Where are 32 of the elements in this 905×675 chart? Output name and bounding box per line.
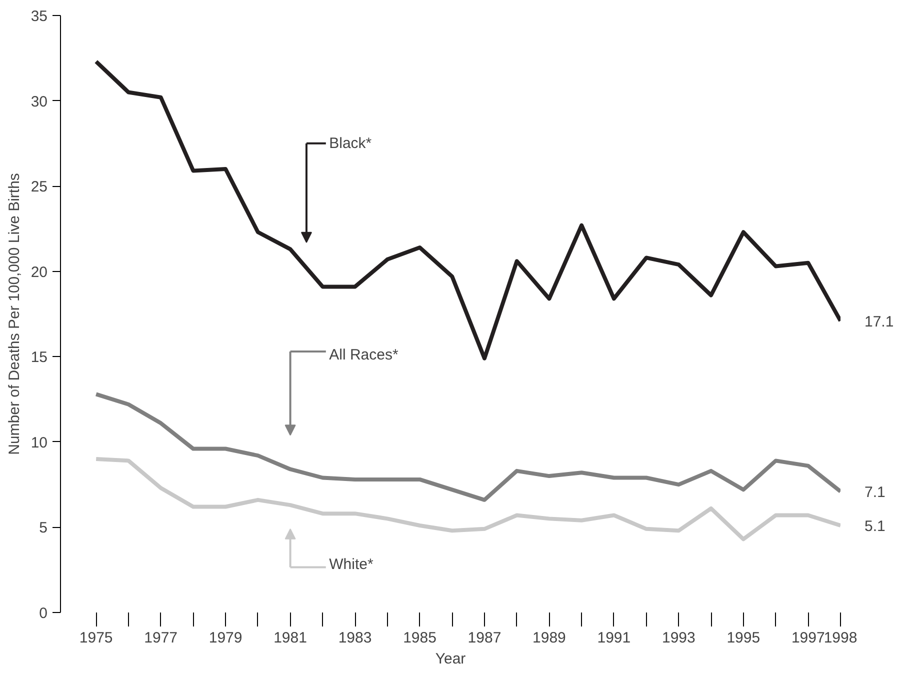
x-tick-label: 1993	[662, 630, 696, 646]
y-tick-label: 0	[39, 605, 48, 622]
y-tick-label: 25	[30, 178, 48, 196]
x-axis-title: Year	[435, 650, 466, 668]
x-tick-label: 1987	[468, 630, 502, 646]
x-tick-label: 1983	[338, 630, 372, 646]
y-tick-label: 20	[30, 264, 48, 281]
x-tick-label: 1989	[532, 630, 566, 646]
y-axis-title: Number of Deaths Per 100,000 Live Births	[6, 173, 23, 455]
legend-label: Black*	[329, 134, 372, 152]
x-tick-label: 1995	[726, 630, 760, 646]
data-label: 17.1	[864, 313, 894, 330]
x-tick-label: 1997	[791, 630, 825, 646]
line-series	[94, 392, 840, 502]
line-series	[94, 60, 840, 360]
data-label: 5.1	[864, 518, 886, 536]
x-tick-label: 1998	[824, 630, 858, 646]
data-label: 7.1	[864, 484, 886, 501]
y-tick-label: 5	[39, 520, 48, 537]
y-tick-label: 35	[30, 8, 48, 25]
x-tick-label: 1991	[597, 630, 631, 646]
x-tick-label: 1981	[274, 630, 307, 646]
legend-label: White*	[329, 556, 374, 574]
y-tick-label: 15	[30, 349, 48, 366]
y-tick-label: 30	[30, 93, 48, 110]
x-tick-label: 1975	[79, 630, 113, 646]
x-tick-label: 1985	[403, 630, 436, 646]
line-series	[94, 456, 840, 542]
x-tick-label: 1977	[144, 630, 178, 646]
x-tick-label: 1979	[208, 630, 242, 646]
legend-label: All Races*	[329, 346, 398, 364]
y-tick-label: 10	[30, 434, 48, 452]
